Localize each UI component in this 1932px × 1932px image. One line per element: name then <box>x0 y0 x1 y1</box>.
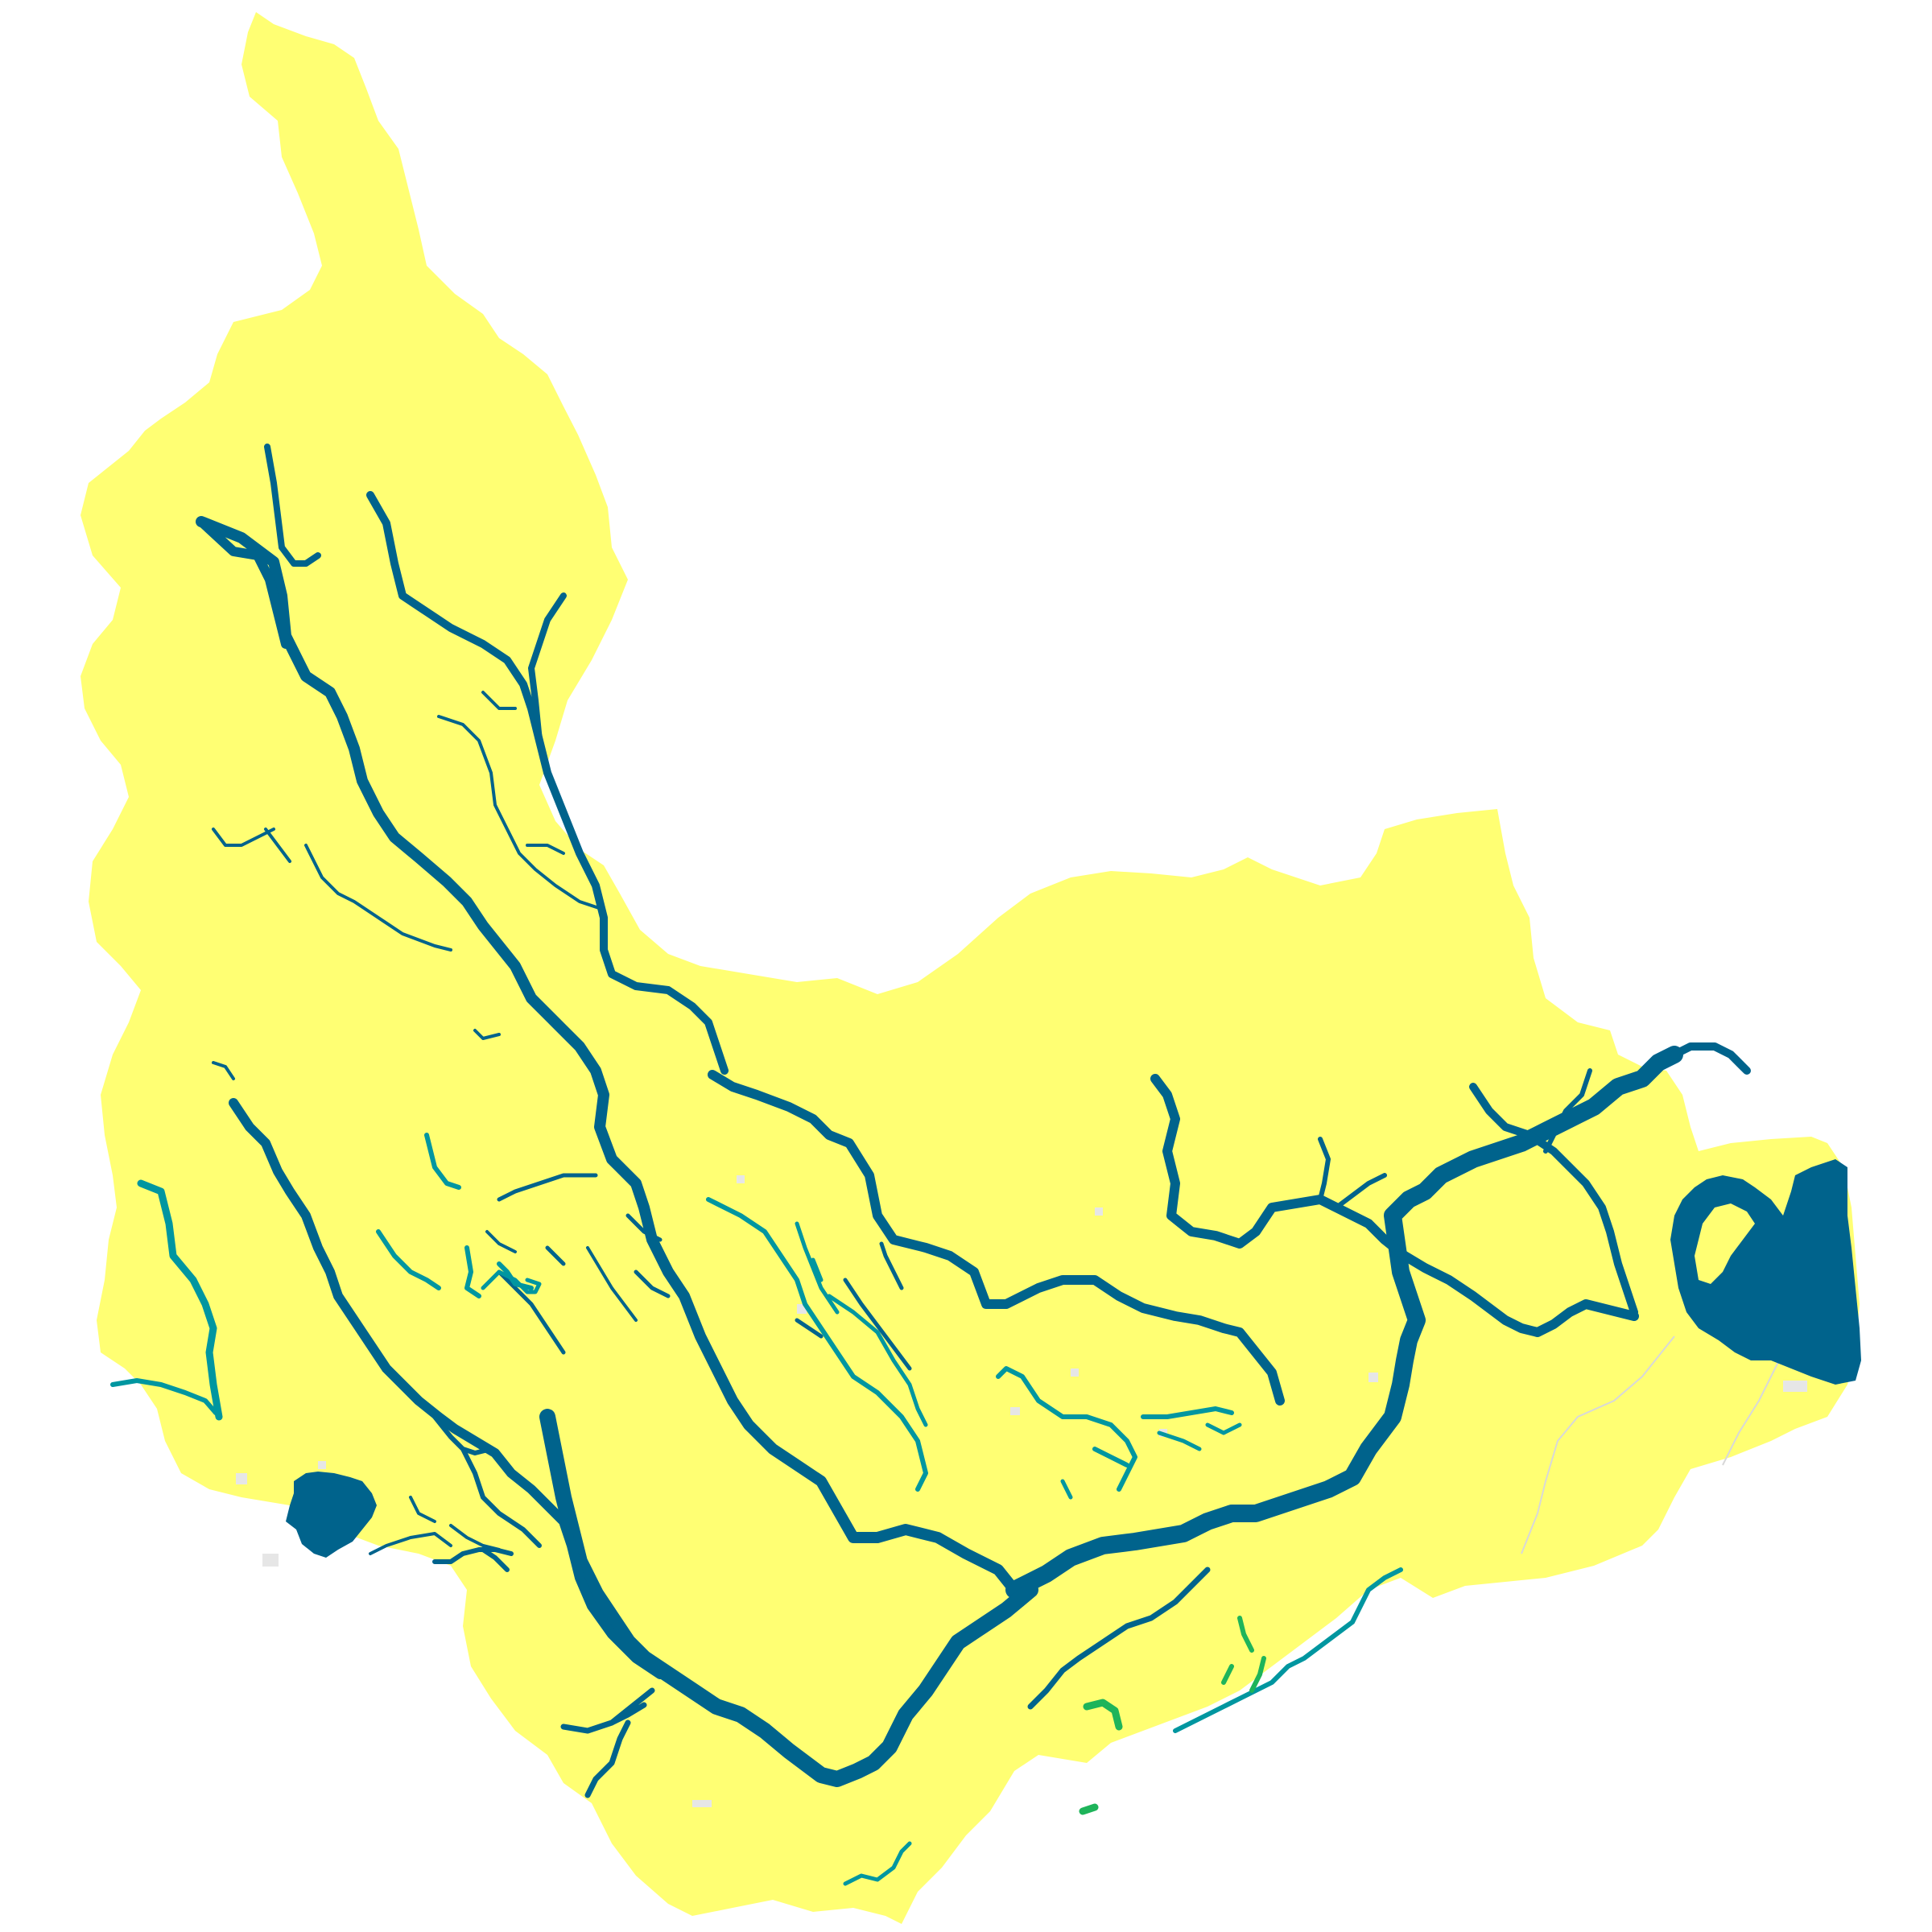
north-east-tributary <box>528 592 567 744</box>
teal-oxbow <box>481 1269 542 1294</box>
central-teal-stream <box>376 1133 534 1298</box>
west-river-branch <box>432 1414 542 1548</box>
green-rivers <box>1079 1616 1266 1815</box>
east-tributary-d <box>1318 1137 1387 1210</box>
central-west-streams <box>497 1173 671 1355</box>
western-tributary <box>196 517 291 649</box>
inner-boundary-line <box>1521 1335 1780 1554</box>
south-teal-stream <box>1173 1567 1403 1733</box>
south-east-stream <box>1027 1567 1211 1710</box>
central-tributary <box>708 1070 1285 1406</box>
south-teal-meander <box>843 1841 912 1886</box>
south-branch <box>560 1687 655 1798</box>
small-patch <box>262 1554 279 1567</box>
west-teal-river <box>137 1179 223 1421</box>
inner-boundary-segment <box>1521 1335 1675 1554</box>
north-tributary-b <box>366 491 729 1075</box>
south-green-patch <box>1079 1699 1123 1815</box>
inner-boundary-segment <box>1722 1360 1780 1466</box>
small-patch <box>737 1175 745 1183</box>
water-bodies <box>286 1159 1861 1558</box>
major-rivers <box>196 444 1751 1798</box>
small-patch <box>1071 1368 1079 1377</box>
small-patch <box>1095 1208 1103 1216</box>
main-river-north <box>196 516 1036 1596</box>
estuary-channel <box>1670 1042 1751 1075</box>
small-patch <box>1783 1381 1807 1392</box>
small-patch <box>318 1461 326 1469</box>
south-green-stream <box>1221 1616 1266 1693</box>
teal-rivers <box>110 1133 1403 1886</box>
small-patch <box>1368 1373 1378 1382</box>
west-teal-branch <box>110 1378 218 1415</box>
small-patch <box>1010 1407 1020 1415</box>
main-river-middle <box>1005 1046 1683 1599</box>
east-tributary-north <box>1150 1074 1639 1337</box>
small-patch <box>692 1800 712 1807</box>
estuary-inner-land <box>1695 1203 1755 1284</box>
small-patch <box>236 1473 247 1484</box>
central-teal-stream-c <box>706 1197 928 1492</box>
west-side-stream <box>212 1061 638 1322</box>
lake <box>286 1472 377 1558</box>
north-tributary-a <box>264 444 321 567</box>
east-teal-stream-b <box>1060 1422 1242 1500</box>
southwest-stream <box>369 1496 501 1555</box>
watershed-basin <box>80 12 1860 1924</box>
small-patches <box>236 1175 1807 1807</box>
east-tributary-c <box>1543 1068 1592 1154</box>
northwest-streams <box>212 828 452 952</box>
main-river-south <box>539 1409 1038 1787</box>
east-teal-stream <box>996 1366 1234 1492</box>
west-river <box>229 1098 665 1679</box>
middle-tributary <box>795 1241 912 1371</box>
central-north-stream <box>437 691 605 1040</box>
east-tributary-b <box>1469 1083 1638 1316</box>
central-teal-stream-b <box>795 1221 928 1427</box>
